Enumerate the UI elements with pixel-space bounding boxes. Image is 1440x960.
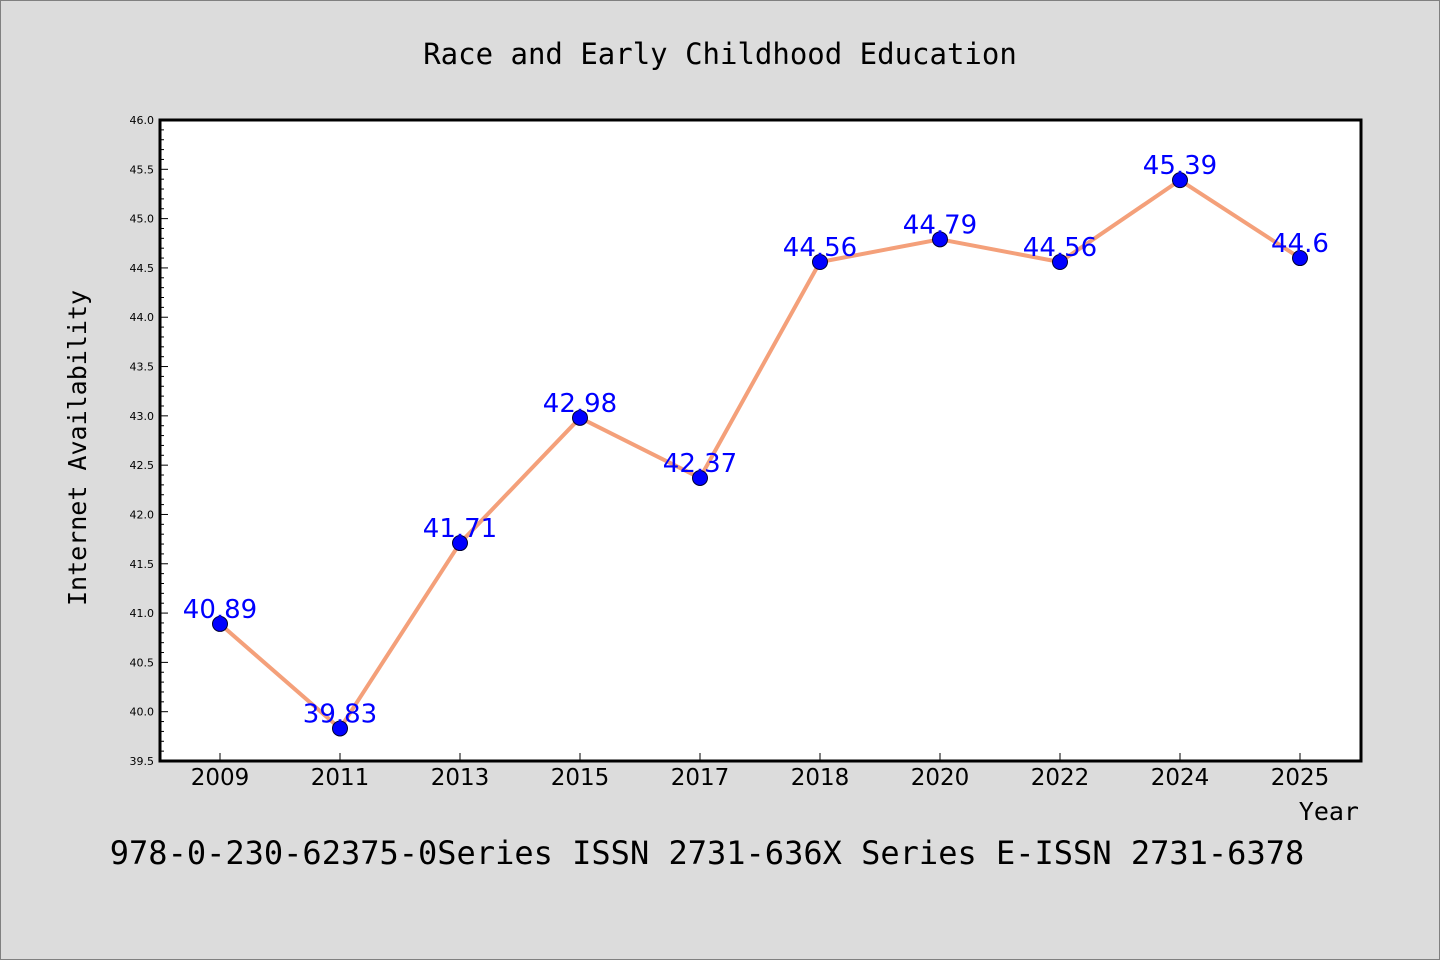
- x-tick-label: 2024: [1151, 765, 1210, 791]
- data-label-group: 40.89 39.83 41.71 42.98 42.37 44.56 44.79 44.56…: [183, 151, 1329, 729]
- data-point: [812, 254, 828, 271]
- x-tick-label: 2009: [191, 765, 250, 791]
- data-label: 41.71: [423, 514, 497, 544]
- y-tick-label: 41.5: [130, 558, 155, 571]
- data-point: [1172, 172, 1188, 189]
- data-label: 44.79: [903, 210, 977, 240]
- x-tick-label: 2020: [911, 765, 970, 791]
- y-axis: 39.5 40.0 40.5 41.0 41.5 42.0 42.5 43.0 43.5 44.0…: [130, 114, 168, 768]
- data-point: [1292, 250, 1308, 267]
- y-tick-label: 42.0: [130, 508, 155, 521]
- data-point: [212, 615, 228, 632]
- chart-title: Race and Early Childhood Education: [423, 37, 1017, 71]
- data-point: [932, 231, 948, 248]
- data-point: [452, 535, 468, 552]
- y-tick-label: 44.5: [130, 262, 155, 275]
- x-axis-label: Year: [1299, 797, 1359, 826]
- y-tick-label: 43.0: [130, 410, 155, 423]
- series-line: [218, 178, 1302, 731]
- y-tick-label: 44.0: [130, 311, 155, 324]
- x-axis: 2009 2011 2013 2015 2017 2018 2020 2022 2024 2025: [191, 753, 1330, 791]
- data-label: 40.89: [183, 595, 257, 625]
- data-label: 45.39: [1143, 151, 1217, 181]
- y-tick-label: 42.5: [130, 459, 155, 472]
- y-axis-label: Internet Availability: [63, 290, 92, 606]
- x-tick-label: 2017: [671, 765, 730, 791]
- data-label: 39.83: [303, 699, 377, 729]
- y-tick-label: 45.0: [130, 213, 155, 226]
- y-tick-label: 46.0: [130, 114, 155, 127]
- y-tick-label: 43.5: [130, 361, 155, 374]
- plot-area: [158, 118, 1363, 763]
- x-tick-label: 2013: [431, 765, 490, 791]
- series-line-group: [212, 172, 1308, 737]
- x-tick-label: 2022: [1031, 765, 1090, 791]
- y-tick-label: 40.0: [130, 706, 155, 719]
- x-tick-label: 2015: [551, 765, 610, 791]
- data-point: [692, 469, 708, 486]
- data-point: [572, 409, 588, 426]
- y-tick-label: 41.0: [130, 607, 155, 620]
- data-label: 44.6: [1271, 229, 1329, 259]
- data-label: 42.98: [543, 389, 617, 419]
- data-label: 42.37: [663, 449, 737, 479]
- y-tick-label: 40.5: [130, 656, 155, 669]
- x-tick-label: 2011: [311, 765, 370, 791]
- data-label: 44.56: [1023, 233, 1097, 263]
- y-tick-label: 45.5: [130, 163, 155, 176]
- x-tick-label: 2025: [1271, 765, 1330, 791]
- data-point: [1052, 254, 1068, 271]
- x-tick-label: 2018: [791, 765, 850, 791]
- y-tick-label: 39.5: [130, 755, 155, 768]
- data-point: [332, 720, 348, 737]
- footer-isbn-text: 978-0-230-62375-0Series ISSN 2731-636X S…: [110, 834, 1304, 872]
- data-label: 44.56: [783, 233, 857, 263]
